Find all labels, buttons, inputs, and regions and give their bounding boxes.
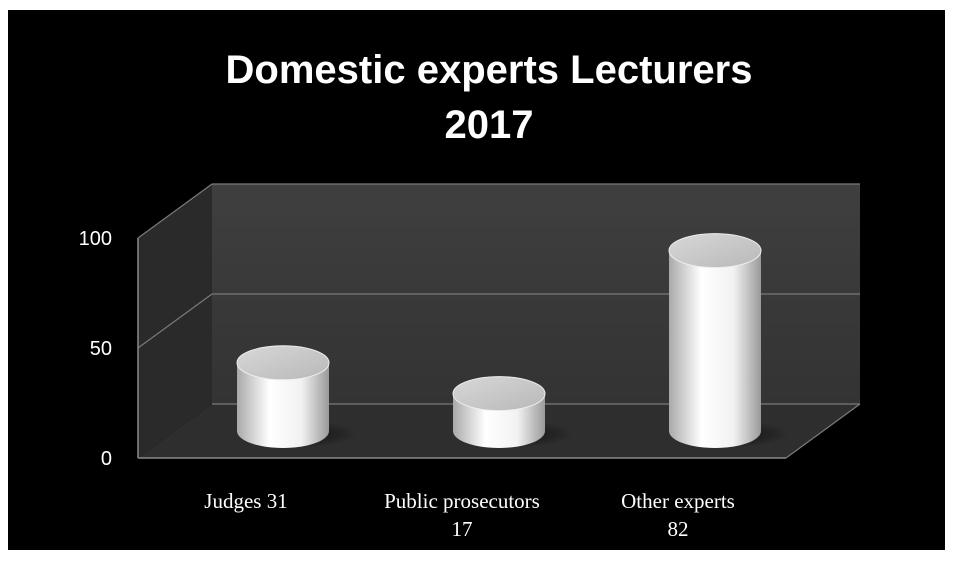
chart-svg: Domestic experts Lecturers 2017 0 50 100 J…	[79, 48, 861, 541]
category-label: 82	[668, 517, 689, 541]
category-labels: Judges 31 Public prosecutors 17 Other exper…	[204, 489, 735, 541]
chart-frame: Domestic experts Lecturers 2017 0 50 100 J…	[8, 10, 945, 550]
gridline-side	[137, 293, 213, 349]
bars	[236, 233, 789, 448]
category-label: 17	[452, 517, 473, 541]
bar-body	[669, 250, 761, 448]
chart-title-line-2: 2017	[445, 103, 534, 147]
y-tick-label: 0	[101, 448, 112, 470]
bar-top-cap	[452, 376, 546, 412]
bar-top-cap	[668, 233, 762, 269]
gridline-side	[137, 183, 213, 239]
category-label: Public prosecutors	[384, 489, 540, 513]
bar-3	[668, 233, 789, 448]
bar-1	[236, 345, 357, 448]
y-tick-label: 100	[79, 228, 112, 250]
y-tick-label: 50	[90, 338, 112, 360]
floor-right-edge	[785, 403, 861, 459]
bar-body	[237, 362, 329, 448]
bar-2	[452, 376, 573, 448]
bar-top-cap	[236, 345, 330, 381]
category-label: Other experts	[621, 489, 735, 513]
chart-title-line-1: Domestic experts Lecturers	[226, 48, 753, 92]
y-tick-labels: 0 50 100	[79, 228, 112, 470]
category-label: Judges 31	[204, 489, 287, 513]
